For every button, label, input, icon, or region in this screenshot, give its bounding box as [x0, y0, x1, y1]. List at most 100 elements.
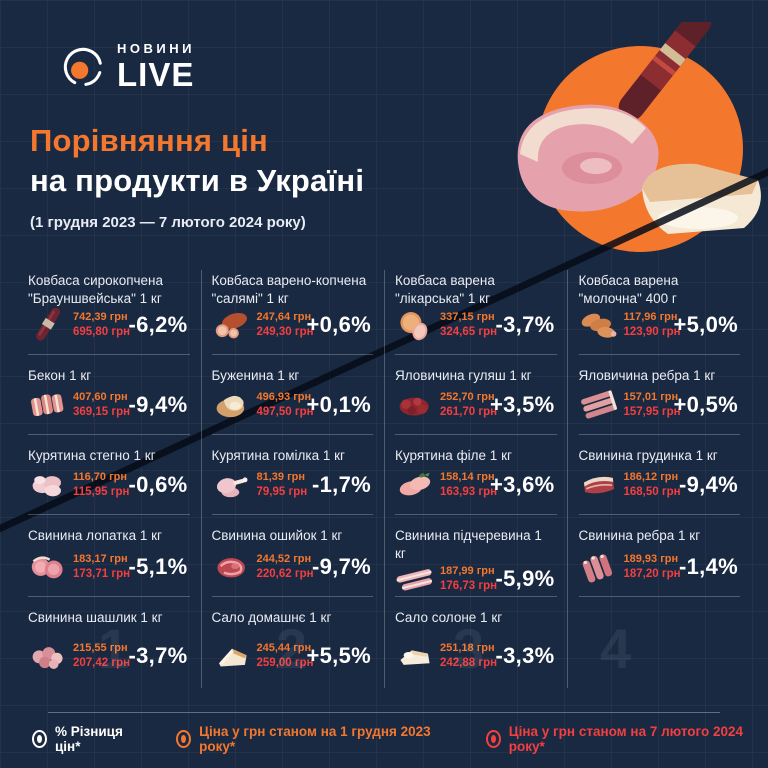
price-dec-2023: 245,44 грн — [256, 642, 312, 655]
product-card: Свинина ребра 1 кг 189,93 грн 187,20 грн… — [578, 515, 740, 597]
pork-ribs-icon — [579, 550, 619, 584]
product-name: Ковбаса варена "лікарська" 1 кг — [395, 273, 495, 306]
price-feb-2024: 115,95 грн — [73, 485, 130, 498]
price-change-percent: +0,6% — [306, 312, 371, 337]
logo-top-text: НОВИНИ — [117, 41, 195, 56]
page-title: Порівняння цін на продукти в Україні — [30, 121, 364, 202]
price-dec-2023: 252,70 грн — [440, 391, 495, 404]
product-name: Свинина лопатка 1 кг — [28, 528, 162, 543]
product-name: Курятина філе 1 кг — [395, 448, 512, 463]
price-dec-2023: 157,01 грн — [623, 391, 679, 404]
product-name: Сало домашнє 1 кг — [211, 610, 332, 625]
salo-home-icon — [212, 639, 252, 673]
price-change-percent: -6,2% — [128, 312, 188, 337]
background-number: 2 — [276, 617, 308, 680]
pork-brisket-icon — [579, 468, 619, 502]
product-card: Свинина ошийок 1 кг 244,52 грн 220,62 гр… — [211, 515, 373, 597]
product-name: Курятина гомілка 1 кг — [211, 448, 345, 463]
price-dec-2023: 251,18 грн — [440, 642, 495, 655]
product-card: Яловичина гуляш 1 кг 252,70 грн 261,70 г… — [395, 355, 557, 435]
milk-sausage-icon — [579, 308, 619, 342]
page-title-rest: на продукти в Україні — [30, 163, 365, 199]
price-feb-2024: 176,73 грн — [440, 579, 498, 592]
product-name: Свинина грудинка 1 кг — [578, 448, 718, 463]
product-name: Яловичина ребра 1 кг — [578, 368, 716, 383]
products-grid: Ковбаса сирокопчена "Брауншвейська" 1 кг… — [28, 260, 740, 685]
hero-image — [500, 8, 768, 262]
price-change-percent: +3,5% — [490, 392, 555, 417]
product-card: Сало солоне 1 кг 251,18 грн 242,88 грн -… — [395, 597, 557, 685]
legend-item-percent: % Різниця цін* — [32, 724, 146, 754]
date-range-subtitle: (1 грудня 2023 — 7 лютого 2024 року) — [30, 213, 306, 231]
price-dec-2023: 183,17 грн — [73, 553, 128, 566]
chicken-drumstick-icon — [212, 468, 252, 502]
product-card: Курятина гомілка 1 кг 81,39 грн 79,95 гр… — [211, 435, 373, 515]
product-name: Свинина ошийок 1 кг — [211, 528, 343, 543]
dec-2023-legend-dot-icon — [176, 730, 192, 748]
beef-goulash-icon — [395, 388, 435, 422]
price-change-percent: +5,5% — [306, 643, 371, 668]
price-dec-2023: 116,70 грн — [73, 471, 128, 484]
price-feb-2024: 207,42 грн — [73, 656, 131, 669]
price-dec-2023: 186,12 грн — [623, 471, 679, 484]
price-change-percent: -1,4% — [679, 554, 738, 579]
beef-ribs-icon — [579, 388, 619, 422]
salami-icon — [212, 308, 252, 342]
pork-meat-image — [517, 104, 659, 212]
price-dec-2023: 117,96 грн — [623, 311, 678, 324]
bologna-icon — [395, 308, 435, 342]
product-card: Свинина лопатка 1 кг 183,17 грн 173,71 г… — [28, 515, 190, 597]
legend-item-dec-2023: Ціна у грн станом на 1 грудня 2023 року* — [176, 724, 456, 754]
product-name: Бекон 1 кг — [28, 368, 92, 383]
column-divider — [567, 270, 568, 688]
product-card: Бекон 1 кг 407,60 грн 369,15 грн -9,4% — [28, 355, 190, 435]
price-dec-2023: 247,64 грн — [256, 311, 312, 324]
product-name: Сало солоне 1 кг — [395, 610, 503, 625]
product-card: Ковбаса варена "лікарська" 1 кг 337,15 г… — [395, 260, 557, 355]
price-dec-2023: 187,99 грн — [440, 565, 495, 578]
legend-label: Ціна у грн станом на 7 лютого 2024 року* — [508, 724, 744, 754]
legend-divider — [48, 712, 720, 713]
price-change-percent: -3,7% — [128, 643, 188, 668]
product-name: Свинина ребра 1 кг — [578, 528, 701, 543]
price-dec-2023: 244,52 грн — [256, 553, 312, 566]
feb-2024-legend-dot-icon — [485, 730, 501, 748]
price-change-percent: -3,7% — [495, 312, 555, 337]
price-feb-2024: 157,95 грн — [623, 405, 681, 418]
product-name: Ковбаса варено-копчена "салямі" 1 кг — [211, 273, 367, 306]
price-change-percent: -3,3% — [495, 643, 555, 668]
logo-main-text: LIVE — [117, 56, 195, 93]
price-feb-2024: 242,88 грн — [440, 656, 498, 669]
product-card: Ковбаса варена "молочна" 400 г 117,96 гр… — [578, 260, 740, 355]
price-feb-2024: 695,80 грн — [73, 325, 131, 338]
product-card: Яловичина ребра 1 кг 157,01 грн 157,95 г… — [578, 355, 740, 435]
price-change-percent: -9,7% — [312, 554, 371, 579]
product-card: Буженина 1 кг 496,93 грн 497,50 грн +0,1… — [211, 355, 373, 435]
price-feb-2024: 261,70 грн — [440, 405, 498, 418]
price-feb-2024: 173,71 грн — [73, 567, 131, 580]
legend-item-feb-2024: Ціна у грн станом на 7 лютого 2024 року* — [485, 724, 768, 754]
price-feb-2024: 187,20 грн — [623, 567, 681, 580]
price-dec-2023: 158,14 грн — [440, 471, 495, 484]
novyny-live-logo-icon — [62, 46, 104, 88]
price-feb-2024: 79,95 грн — [256, 485, 308, 498]
price-change-percent: -1,7% — [312, 472, 371, 497]
price-feb-2024: 369,15 грн — [73, 405, 131, 418]
chicken-thigh-icon — [28, 468, 68, 502]
product-card: Свинина шашлик 1 кг 215,55 грн 207,42 гр… — [28, 597, 190, 685]
price-feb-2024: 497,50 грн — [256, 405, 314, 418]
price-dec-2023: 337,15 грн — [440, 311, 495, 324]
price-change-percent: -5,1% — [128, 554, 188, 579]
bacon-icon — [28, 388, 68, 422]
product-card: Сало домашнє 1 кг 245,44 грн 259,00 грн … — [212, 597, 374, 685]
price-feb-2024: 220,62 грн — [256, 567, 314, 580]
price-feb-2024: 249,30 грн — [256, 325, 314, 338]
salami-stick-image — [618, 8, 712, 121]
product-name: Свинина підчеревина 1 кг — [395, 528, 542, 561]
pork-neck-icon — [212, 550, 252, 584]
price-dec-2023: 189,93 грн — [623, 553, 679, 566]
background-number: 3 — [453, 617, 485, 680]
price-feb-2024: 324,65 грн — [440, 325, 498, 338]
price-change-percent: +0,1% — [306, 392, 371, 417]
